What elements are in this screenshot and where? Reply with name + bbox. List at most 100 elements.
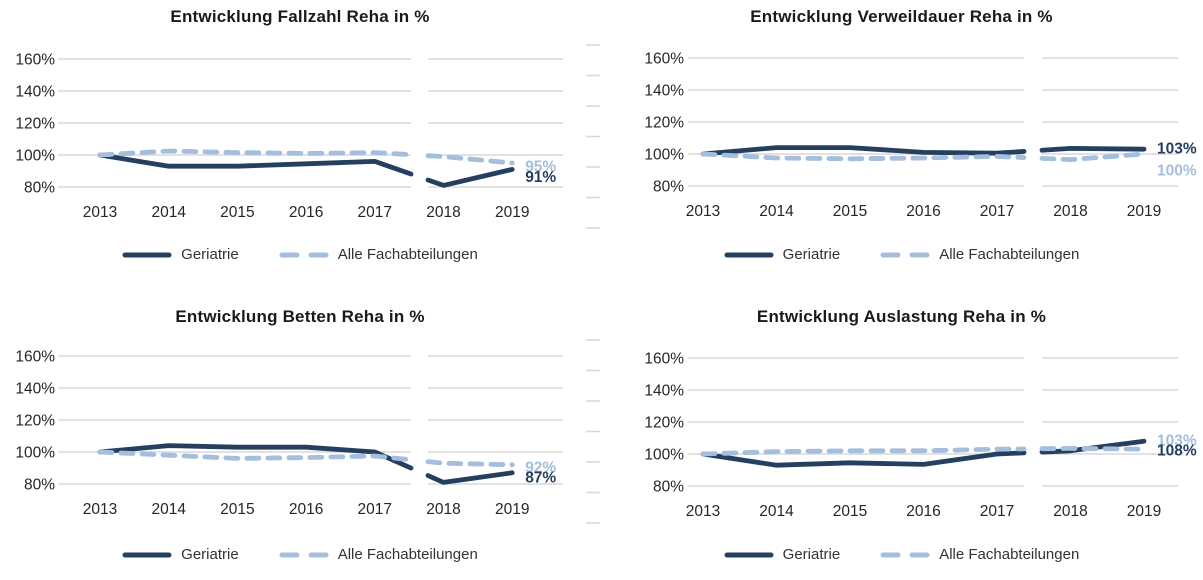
series-line-geriatrie	[700, 145, 1027, 157]
series-line-geriatrie	[425, 470, 515, 485]
x-tick-label: 2016	[906, 503, 940, 520]
y-tick-label: 100%	[644, 447, 684, 464]
y-tick-label: 120%	[644, 115, 684, 132]
x-tick-label: 2015	[220, 204, 254, 221]
chart-title: Entwicklung Betten Reha in %	[175, 307, 425, 326]
x-tick-label: 2015	[833, 503, 867, 520]
legend-label: Geriatrie	[181, 546, 239, 563]
x-tick-label: 2018	[426, 204, 460, 221]
series-line-alle-fachabteilungen	[1039, 445, 1147, 452]
legend-item-alle-fachabteilungen: Alle Fachabteilungen	[279, 546, 478, 563]
series-end-label: 108%	[1157, 443, 1197, 460]
chart-title: Entwicklung Auslastung Reha in %	[756, 307, 1047, 326]
x-tick-label: 2019	[495, 501, 529, 518]
y-tick-label: 100%	[15, 445, 55, 462]
series-line-alle-fachabteilungen	[700, 151, 1027, 162]
series-line-geriatrie	[97, 152, 414, 177]
series-end-label: 103%	[1157, 141, 1197, 158]
chart-title: Entwicklung Fallzahl Reha in %	[170, 7, 430, 26]
series-end-label: 100%	[1157, 163, 1197, 180]
x-tick-label: 2013	[686, 203, 720, 220]
y-tick-label: 160%	[644, 351, 684, 368]
y-tick-label: 120%	[15, 413, 55, 430]
dashed-line-swatch-icon	[880, 252, 930, 257]
x-tick-label: 2014	[151, 204, 186, 221]
series-end-label: 103%	[1157, 433, 1197, 450]
x-tick-label: 2017	[358, 501, 392, 518]
x-tick-label: 2013	[83, 204, 117, 221]
legend-label: Alle Fachabteilungen	[337, 246, 478, 263]
chart-title: Entwicklung Verweildauer Reha in %	[750, 7, 1053, 26]
y-tick-label: 160%	[15, 52, 55, 69]
series-line-geriatrie	[1039, 145, 1147, 153]
line-plot: 160%140%120%100%80%2013 2014 2015 2016 2017 2…	[15, 44, 600, 229]
legend-label: Geriatrie	[181, 246, 239, 263]
chart-verweildauer-reha: Entwicklung Verweildauer Reha in % 160% 1…	[600, 0, 1203, 290]
series-line-alle-fachabteilungen	[97, 148, 414, 158]
chart-betten-reha: Entwicklung Betten Reha in % 160% 140% 120…	[0, 290, 600, 580]
x-tick-label: 2016	[289, 204, 323, 221]
y-tick-label: 140%	[15, 381, 55, 398]
chart-legend: Geriatrie Alle Fachabteilungen	[600, 246, 1203, 263]
x-tick-label: 2018	[426, 501, 460, 518]
x-tick-label: 2019	[495, 204, 529, 221]
solid-line-swatch-icon	[122, 252, 172, 257]
y-tick-label: 120%	[644, 415, 684, 432]
series-line-alle-fachabteilungen	[425, 153, 515, 166]
series-line-geriatrie	[700, 450, 1027, 468]
legend-item-geriatrie: Geriatrie	[122, 546, 239, 563]
legend-item-alle-fachabteilungen: Alle Fachabteilungen	[880, 546, 1079, 563]
series-end-label: 91%	[525, 169, 556, 186]
x-tick-label: 2015	[833, 203, 867, 220]
solid-line-swatch-icon	[122, 552, 172, 557]
x-tick-label: 2018	[1053, 203, 1087, 220]
x-tick-label: 2014	[759, 203, 794, 220]
chart-auslastung-reha: Entwicklung Auslastung Reha in % 160% 140…	[600, 290, 1203, 580]
x-tick-label: 2017	[358, 204, 392, 221]
y-tick-label: 160%	[15, 349, 55, 366]
series-line-alle-fachabteilungen	[425, 459, 515, 468]
legend-item-alle-fachabteilungen: Alle Fachabteilungen	[279, 246, 478, 263]
x-tick-label: 2017	[980, 203, 1014, 220]
series-line-alle-fachabteilungen	[700, 446, 1027, 457]
y-tick-label: 140%	[644, 83, 684, 100]
line-plot: 160% 140% 120% 100% 80%2013 2014 2015 2016 2017 2…	[644, 51, 1197, 221]
x-tick-label: 2016	[906, 203, 940, 220]
chart-fallzahl-reha: Entwicklung Fallzahl Reha in % 160% 140% 1…	[0, 0, 600, 290]
legend-item-geriatrie: Geriatrie	[724, 546, 840, 563]
y-tick-label: 80%	[24, 477, 55, 494]
x-tick-label: 2015	[220, 501, 254, 518]
legend-label: Geriatrie	[782, 246, 841, 263]
y-tick-label: 80%	[653, 179, 684, 196]
y-tick-label: 160%	[644, 51, 684, 68]
y-tick-label: 120%	[15, 116, 55, 133]
chart-legend: Geriatrie Alle Fachabteilungen	[0, 546, 600, 563]
legend-label: Alle Fachabteilungen	[939, 546, 1080, 563]
x-tick-label: 2016	[289, 501, 323, 518]
chart-legend: Geriatrie Alle Fachabteilungen	[600, 546, 1203, 563]
series-line-alle-fachabteilungen	[1039, 151, 1147, 163]
dashed-line-swatch-icon	[880, 552, 930, 557]
chart-legend: Geriatrie Alle Fachabteilungen	[0, 246, 600, 263]
legend-label: Alle Fachabteilungen	[939, 246, 1080, 263]
y-tick-label: 140%	[15, 84, 55, 101]
series-end-label: 92%	[525, 459, 556, 476]
x-tick-label: 2019	[1127, 503, 1161, 520]
solid-line-swatch-icon	[724, 552, 774, 557]
x-tick-label: 2014	[151, 501, 186, 518]
line-plot: 160% 140% 120% 100% 80% 2013 2014 2015 2016 2017 2…	[15, 339, 600, 524]
x-tick-label: 2019	[1127, 203, 1161, 220]
x-tick-label: 2013	[83, 501, 117, 518]
x-tick-label: 2013	[686, 503, 720, 520]
series-line-geriatrie	[425, 166, 515, 188]
line-plot: 160%140%120%100%80%2013 2014 2015 2016 2017 2…	[644, 351, 1197, 521]
legend-item-geriatrie: Geriatrie	[122, 246, 239, 263]
x-tick-label: 2017	[980, 503, 1014, 520]
x-tick-label: 2014	[759, 503, 794, 520]
legend-item-geriatrie: Geriatrie	[724, 246, 841, 263]
y-tick-label: 80%	[653, 479, 684, 496]
x-tick-label: 2018	[1053, 503, 1087, 520]
dashed-line-swatch-icon	[279, 252, 329, 257]
y-tick-label: 100%	[15, 148, 55, 165]
